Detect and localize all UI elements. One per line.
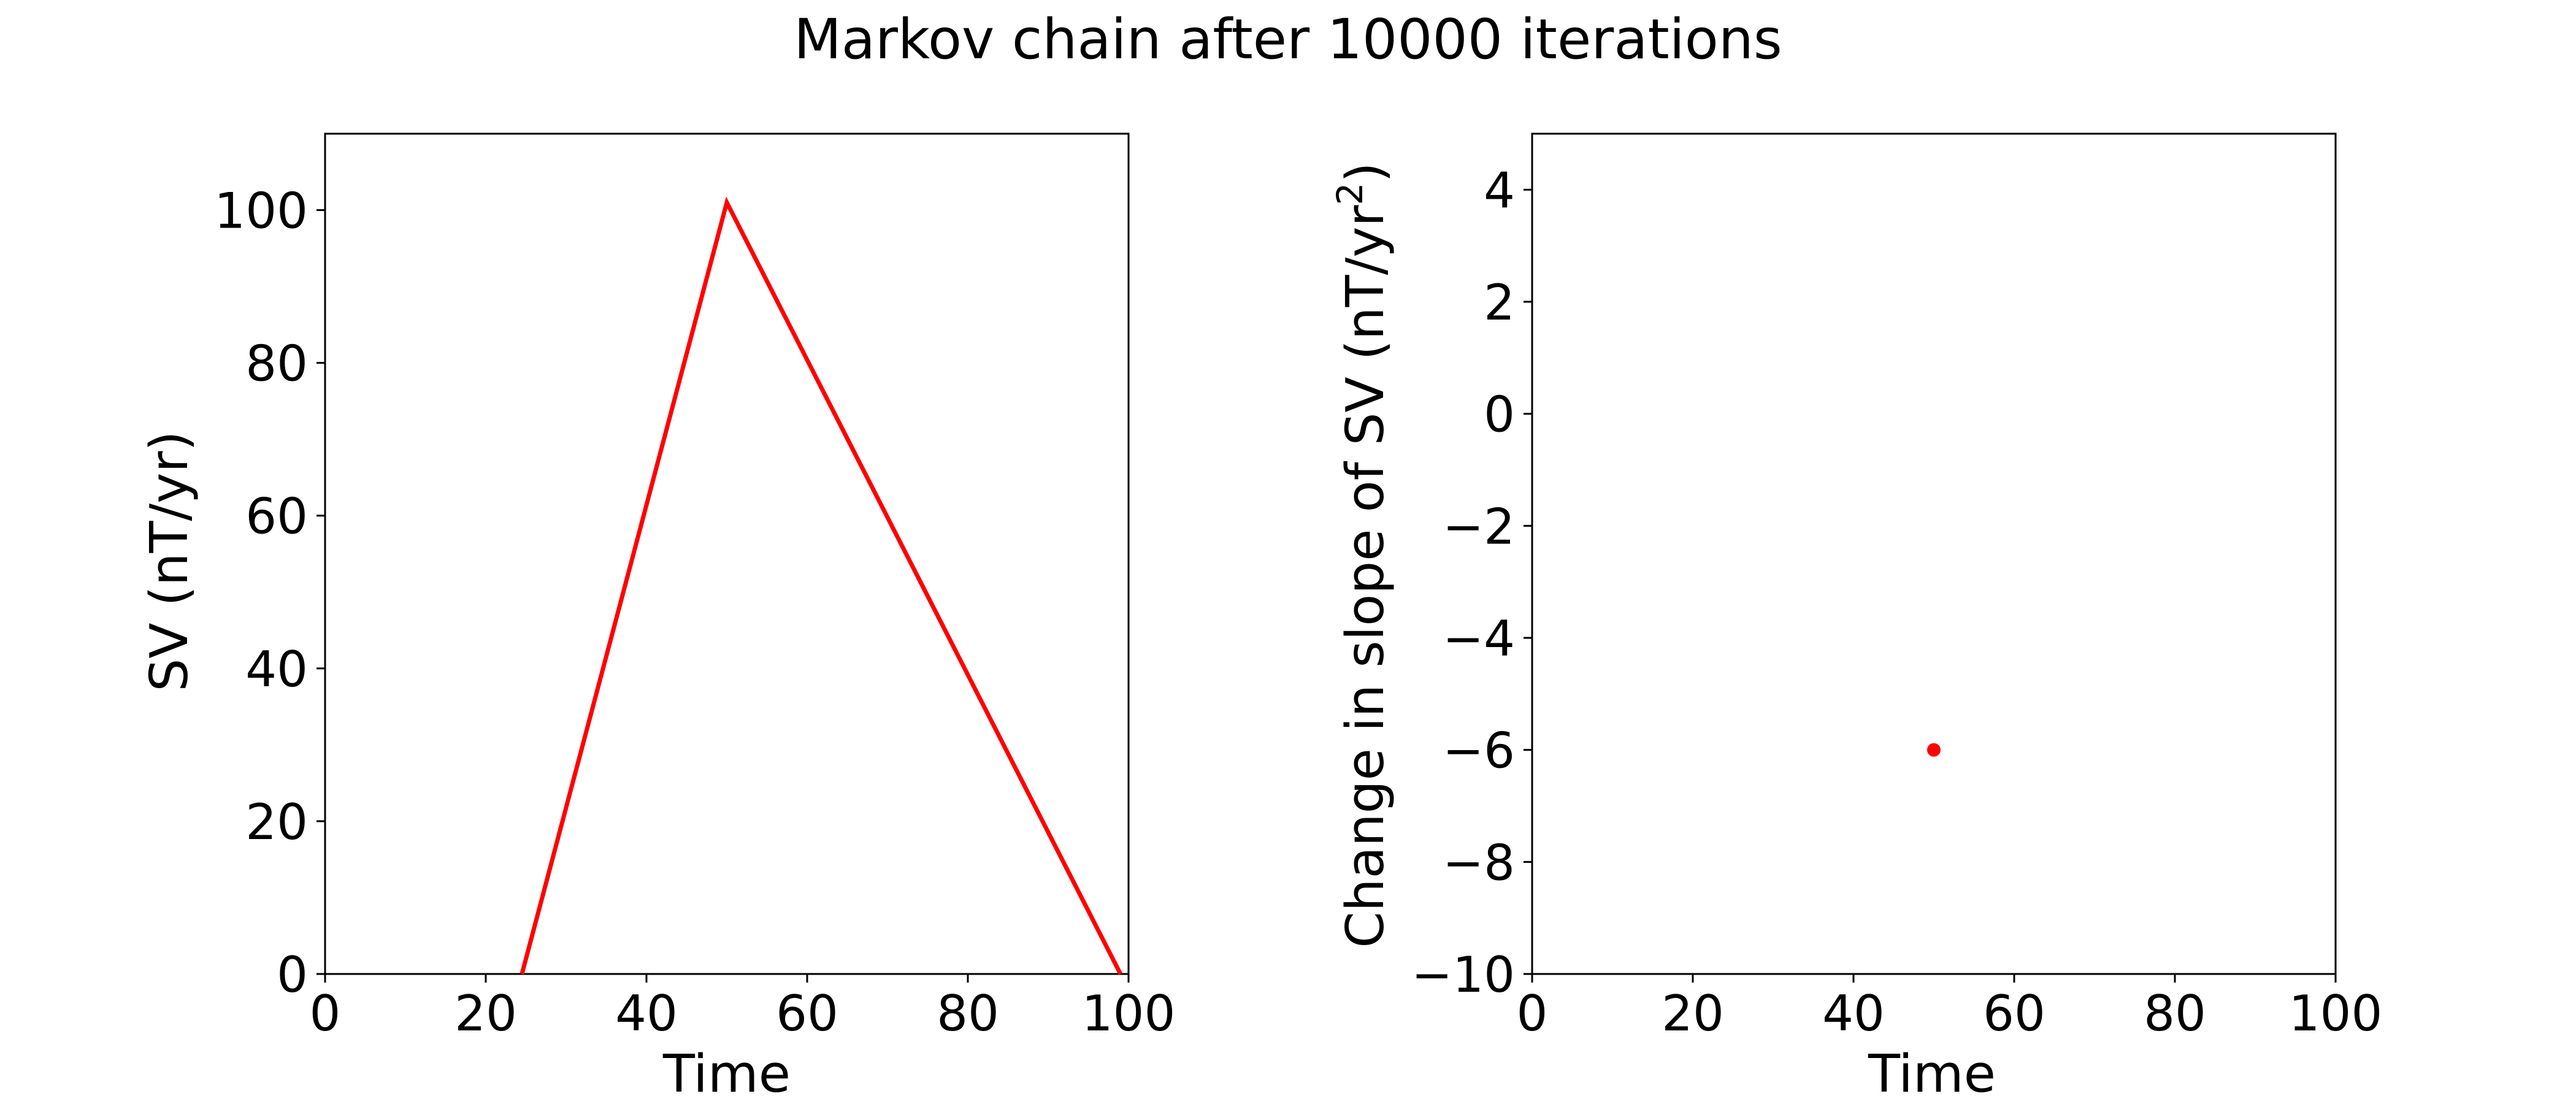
right-y-axis-label-suffix: ) [1335, 162, 1396, 182]
right-x-tick-label: 60 [1983, 985, 2045, 1042]
right-x-tick-label: 0 [1517, 985, 1548, 1042]
left-x-tick-label: 100 [1082, 985, 1176, 1042]
right-data-point [1927, 743, 1941, 757]
right-y-axis-label-main: Change in slope of SV (nT/yr [1335, 205, 1396, 948]
left-chart: Time SV (nT/yr) 0 20 40 60 80 100 0 20 40 60 80 100 [139, 132, 1176, 1104]
right-y-tick-label: −8 [1443, 834, 1515, 891]
right-x-axis-label: Time [1868, 1044, 1996, 1104]
right-plot-frame [1531, 132, 2337, 975]
right-y-tick-label: 2 [1484, 274, 1515, 331]
left-plot-frame [324, 132, 1130, 975]
left-y-tick-label: 40 [245, 641, 308, 698]
left-y-axis-label: SV (nT/yr) [139, 431, 200, 691]
right-y-axis-label: Change in slope of SV (nT/yr2) [1329, 162, 1396, 948]
left-y-tick-label: 100 [214, 183, 308, 240]
right-y-tick-label: 4 [1484, 162, 1515, 219]
left-series-line-0 [519, 196, 1123, 975]
left-x-tick-label: 0 [310, 985, 341, 1042]
left-x-tick-label: 80 [937, 985, 999, 1042]
left-x-tick-label: 60 [776, 985, 838, 1042]
left-y-tick-label: 80 [245, 335, 308, 393]
figure-title: Markov chain after 10000 iterations [794, 7, 1782, 72]
left-x-tick-label: 20 [454, 985, 517, 1042]
left-y-tick-label: 0 [277, 946, 308, 1003]
left-x-tick-label: 40 [615, 985, 678, 1042]
right-x-tick-label: 80 [2144, 985, 2206, 1042]
right-chart: Time Change in slope of SV (nT/yr2) 0 20 4… [1329, 132, 2383, 1104]
right-y-tick-label: −2 [1443, 498, 1515, 555]
right-x-tick-label: 100 [2289, 985, 2383, 1042]
right-y-axis-label-superscript: 2 [1329, 183, 1371, 205]
right-y-tick-label: 0 [1484, 386, 1515, 443]
right-y-tick-label: −10 [1411, 946, 1515, 1003]
right-y-tick-label: −4 [1443, 610, 1515, 667]
right-y-tick-label: −6 [1443, 723, 1515, 780]
right-x-tick-label: 20 [1662, 985, 1724, 1042]
right-x-tick-label: 40 [1822, 985, 1885, 1042]
left-y-tick-label: 60 [245, 488, 308, 545]
left-y-tick-label: 20 [245, 794, 308, 851]
left-x-axis-label: Time [662, 1044, 791, 1104]
